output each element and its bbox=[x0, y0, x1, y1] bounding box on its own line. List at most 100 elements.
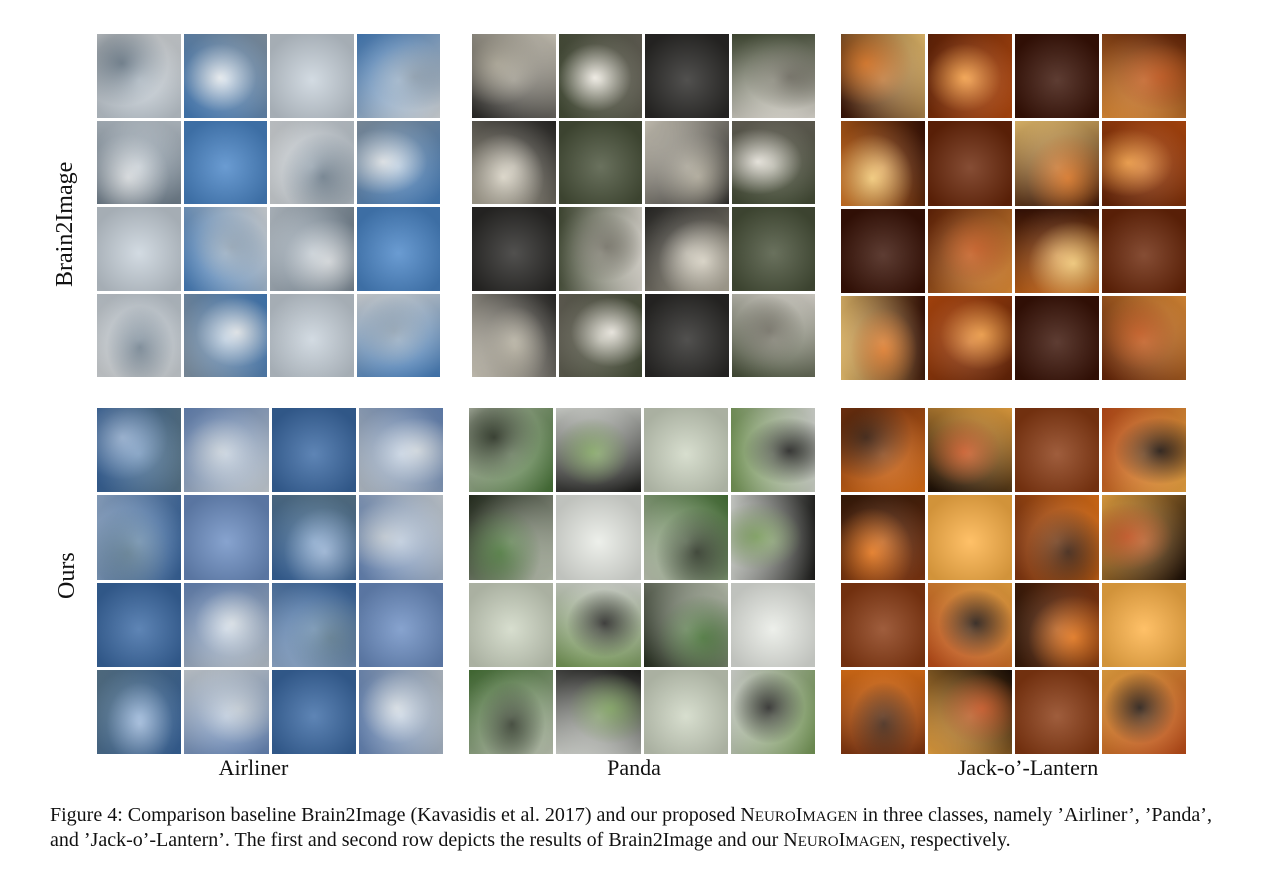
image-tile bbox=[556, 495, 641, 580]
image-tile bbox=[558, 120, 642, 204]
caption-text-before: Comparison baseline Brain2Image (Kavasid… bbox=[122, 804, 741, 826]
image-tile bbox=[472, 34, 556, 118]
image-tile bbox=[730, 495, 815, 580]
image-tile bbox=[645, 120, 729, 204]
column-label-panda: Panda bbox=[607, 755, 661, 780]
image-tile bbox=[643, 408, 728, 493]
image-tile bbox=[645, 34, 729, 118]
image-tile bbox=[645, 207, 729, 291]
grid-ours-panda bbox=[469, 408, 815, 754]
row-label-ours: Ours bbox=[54, 552, 80, 599]
image-tile bbox=[1102, 582, 1186, 667]
image-tile bbox=[558, 207, 642, 291]
image-tile bbox=[1015, 495, 1099, 580]
image-tile bbox=[643, 495, 728, 580]
image-tile bbox=[841, 582, 925, 667]
image-tile bbox=[358, 669, 443, 754]
image-tile bbox=[184, 582, 269, 667]
grid-ours-airliner bbox=[97, 408, 443, 754]
image-tile bbox=[731, 34, 815, 118]
image-tile bbox=[97, 207, 181, 291]
image-tile bbox=[731, 293, 815, 377]
image-tile bbox=[183, 34, 267, 118]
image-tile bbox=[270, 207, 354, 291]
image-tile bbox=[731, 207, 815, 291]
image-tile bbox=[1102, 34, 1186, 119]
image-tile bbox=[358, 582, 443, 667]
image-tile bbox=[645, 293, 729, 377]
image-tile bbox=[97, 34, 181, 118]
image-tile bbox=[841, 495, 925, 580]
image-tile bbox=[1102, 208, 1186, 293]
image-tile bbox=[731, 120, 815, 204]
image-tile bbox=[928, 582, 1012, 667]
image-tile bbox=[556, 582, 641, 667]
image-tile bbox=[841, 34, 925, 119]
image-tile bbox=[841, 295, 925, 380]
image-tile bbox=[730, 582, 815, 667]
image-tile bbox=[928, 208, 1012, 293]
grid-brain2image-panda bbox=[472, 34, 815, 377]
image-tile bbox=[270, 293, 354, 377]
image-tile bbox=[97, 495, 182, 580]
caption-text-end: , respectively. bbox=[900, 829, 1011, 851]
image-tile bbox=[730, 669, 815, 754]
image-tile bbox=[97, 120, 181, 204]
image-tile bbox=[184, 408, 269, 493]
image-tile bbox=[1015, 582, 1099, 667]
image-tile bbox=[358, 408, 443, 493]
model-name: NEUROIMAGEN bbox=[740, 804, 858, 826]
image-tile bbox=[558, 293, 642, 377]
image-tile bbox=[184, 669, 269, 754]
image-tile bbox=[356, 34, 440, 118]
image-tile bbox=[841, 408, 925, 493]
image-tile bbox=[469, 408, 554, 493]
image-tile bbox=[928, 669, 1012, 754]
image-tile bbox=[1015, 34, 1099, 119]
image-tile bbox=[356, 120, 440, 204]
image-tile bbox=[183, 120, 267, 204]
caption-text-after: in three classes, namely ’Airliner’, ’Pa… bbox=[50, 804, 1212, 851]
image-tile bbox=[1015, 208, 1099, 293]
image-tile bbox=[271, 582, 356, 667]
image-tile bbox=[1015, 669, 1099, 754]
image-tile bbox=[472, 120, 556, 204]
image-tile bbox=[841, 208, 925, 293]
image-tile bbox=[928, 295, 1012, 380]
image-tile bbox=[97, 582, 182, 667]
grid-brain2image-airliner bbox=[97, 34, 440, 377]
image-tile bbox=[472, 293, 556, 377]
image-tile bbox=[841, 121, 925, 206]
image-tile bbox=[270, 34, 354, 118]
image-tile bbox=[97, 408, 182, 493]
image-tile bbox=[556, 669, 641, 754]
image-tile bbox=[270, 120, 354, 204]
image-tile bbox=[1015, 295, 1099, 380]
image-tile bbox=[1102, 408, 1186, 493]
figure-label: Figure 4: bbox=[50, 804, 123, 826]
image-tile bbox=[472, 207, 556, 291]
image-tile bbox=[97, 669, 182, 754]
image-tile bbox=[643, 582, 728, 667]
image-tile bbox=[928, 408, 1012, 493]
image-tile bbox=[97, 293, 181, 377]
image-tile bbox=[643, 669, 728, 754]
image-tile bbox=[1102, 121, 1186, 206]
image-tile bbox=[183, 293, 267, 377]
image-tile bbox=[841, 669, 925, 754]
image-tile bbox=[928, 495, 1012, 580]
grid-ours-jack-o-lantern bbox=[841, 408, 1186, 754]
image-tile bbox=[928, 34, 1012, 119]
image-tile bbox=[184, 495, 269, 580]
image-tile bbox=[1102, 669, 1186, 754]
row-label-brain2image: Brain2Image bbox=[52, 161, 78, 287]
model-name-2: NEUROIMAGEN bbox=[783, 829, 901, 851]
image-tile bbox=[358, 495, 443, 580]
image-tile bbox=[469, 582, 554, 667]
image-tile bbox=[730, 408, 815, 493]
image-tile bbox=[356, 293, 440, 377]
image-tile bbox=[1015, 121, 1099, 206]
image-tile bbox=[558, 34, 642, 118]
image-tile bbox=[271, 495, 356, 580]
image-tile bbox=[469, 495, 554, 580]
